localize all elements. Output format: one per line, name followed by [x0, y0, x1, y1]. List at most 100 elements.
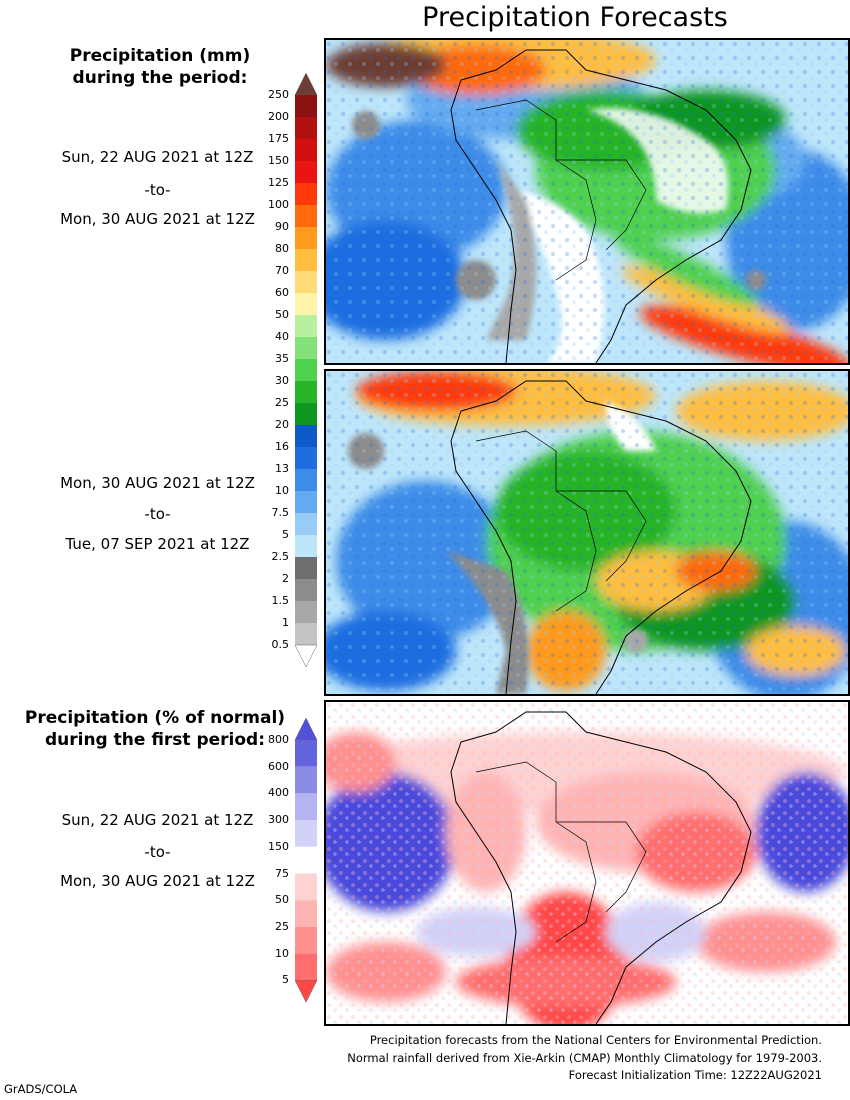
scale-swatch [295, 381, 317, 403]
scale-swatch [295, 249, 317, 271]
scale-label: 125 [268, 176, 289, 189]
precip-map-period-2 [324, 369, 850, 696]
scale-swatch [295, 447, 317, 469]
anomaly-color-scale [294, 717, 318, 1003]
scale-label: 60 [275, 286, 289, 299]
period-3-separator: -to- [144, 843, 171, 861]
scale-label: 200 [268, 110, 289, 123]
scale-label: 175 [268, 132, 289, 145]
scale-swatch [295, 491, 317, 513]
scale-label: 90 [275, 220, 289, 233]
scale-swatch [295, 95, 317, 117]
scale-label: 150 [268, 154, 289, 167]
credit-label: GrADS/COLA [4, 1082, 78, 1096]
period-1-separator: -to- [144, 181, 171, 199]
scale-label: 1.5 [271, 594, 290, 607]
scale-swatch [295, 293, 317, 315]
period-1-start: Sun, 22 AUG 2021 at 12Z [61, 148, 254, 166]
scale-swatch [295, 623, 317, 645]
scale-bottom-arrow [294, 644, 318, 668]
scale-swatch [295, 315, 317, 337]
scale-label: 25 [275, 396, 289, 409]
scale-label: 2.5 [271, 550, 290, 563]
scale-swatch [295, 205, 317, 227]
period-2-start: Mon, 30 AUG 2021 at 12Z [60, 474, 255, 492]
scale-swatch [295, 139, 317, 161]
scale-swatch [295, 425, 317, 447]
period-2-label: Mon, 30 AUG 2021 at 12Z -to- Tue, 07 SEP… [30, 476, 285, 552]
scale-swatch [295, 846, 317, 874]
scale-label: 40 [275, 330, 289, 343]
footer-line-1: Precipitation forecasts from the Nationa… [369, 1033, 822, 1047]
scale-label: 400 [268, 786, 289, 800]
scale-swatch [295, 161, 317, 183]
scale-swatch [295, 820, 317, 847]
scale-label: 600 [268, 759, 289, 773]
scale-label: 5 [282, 973, 289, 987]
footer-line-2: Normal rainfall derived from Xie-Arkin (… [347, 1050, 822, 1065]
scale-top-arrow [294, 72, 318, 96]
period-1-label: Sun, 22 AUG 2021 at 12Z -to- Mon, 30 AUG… [30, 150, 285, 227]
anomaly-legend-heading: Precipitation (% of normal) during the f… [10, 707, 300, 751]
precip-map-period-1 [324, 38, 850, 365]
scale-label: 1 [282, 616, 289, 629]
footer-line-3: Forecast Initialization Time: 12Z22AUG20… [568, 1068, 822, 1082]
anomaly-legend-heading-line2: during the first period: [44, 730, 266, 750]
scale-label: 25 [275, 919, 289, 933]
scale-label: 80 [275, 242, 289, 255]
scale-swatch [295, 953, 317, 981]
period-3-label: Sun, 22 AUG 2021 at 12Z -to- Mon, 30 AUG… [30, 813, 285, 889]
scale-label: 250 [268, 88, 289, 101]
scale-label: 150 [268, 839, 289, 853]
scale-label: 5 [282, 528, 289, 541]
scale-swatch [295, 183, 317, 205]
period-2-end: Tue, 07 SEP 2021 at 12Z [65, 535, 250, 553]
period-1-end: Mon, 30 AUG 2021 at 12Z [60, 210, 255, 228]
scale-swatch [295, 557, 317, 579]
scale-swatch [295, 579, 317, 601]
scale-swatch [295, 359, 317, 381]
scale-swatch [295, 227, 317, 249]
scale-swatch [295, 766, 317, 794]
precip-legend-heading: Precipitation (mm) during the period: [20, 45, 300, 89]
anomaly-legend-heading-line1: Precipitation (% of normal) [24, 708, 286, 728]
scale-swatch [295, 926, 317, 954]
scale-label: 50 [275, 893, 289, 907]
scale-swatch [295, 601, 317, 623]
precip-color-scale [294, 72, 318, 668]
scale-label: 10 [275, 484, 289, 497]
scale-label: 0.5 [271, 638, 290, 651]
scale-label: 35 [275, 352, 289, 365]
page-title: Precipitation Forecasts [422, 2, 728, 33]
precip-legend-heading-line2: during the period: [72, 68, 248, 88]
scale-swatch [295, 403, 317, 425]
scale-label: 70 [275, 264, 289, 277]
scale-label: 75 [275, 866, 289, 880]
scale-label: 100 [268, 198, 289, 211]
period-3-end: Mon, 30 AUG 2021 at 12Z [60, 872, 255, 890]
scale-swatch [295, 535, 317, 557]
footer-notes: Precipitation forecasts from the Nationa… [200, 1032, 822, 1085]
scale-swatch [295, 271, 317, 293]
scale-label: 13 [275, 462, 289, 475]
precip-anomaly-map [324, 700, 850, 1026]
scale-label: 20 [275, 418, 289, 431]
scale-swatch [295, 469, 317, 491]
scale-swatch [295, 337, 317, 359]
scale-swatch [295, 740, 317, 767]
scale-label: 10 [275, 946, 289, 960]
scale-label: 2 [282, 572, 289, 585]
scale-swatch [295, 513, 317, 535]
scale-swatch [295, 793, 317, 821]
period-3-start: Sun, 22 AUG 2021 at 12Z [61, 811, 254, 829]
scale-bottom-arrow [294, 980, 318, 1003]
scale-top-arrow [294, 717, 318, 741]
scale-label: 16 [275, 440, 289, 453]
precip-legend-heading-line1: Precipitation (mm) [69, 46, 251, 66]
period-2-separator: -to- [144, 505, 171, 523]
scale-label: 7.5 [271, 506, 290, 519]
scale-label: 50 [275, 308, 289, 321]
scale-label: 300 [268, 813, 289, 827]
scale-swatch [295, 900, 317, 927]
scale-swatch [295, 117, 317, 139]
